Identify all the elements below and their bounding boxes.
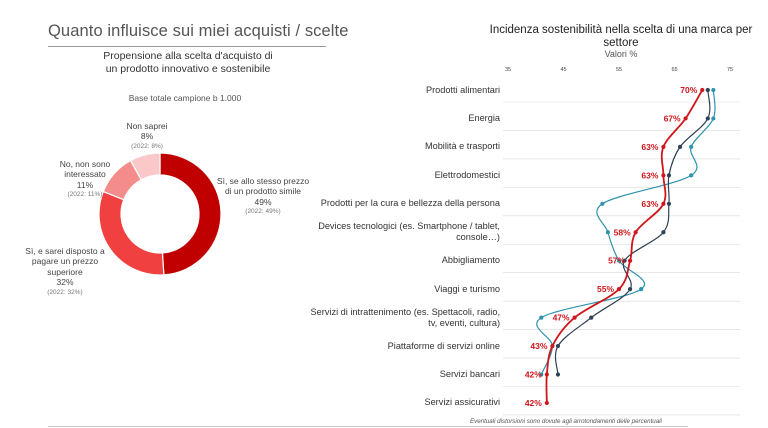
- category-label: Devices tecnologici (es. Smartphone / ta…: [318, 221, 500, 243]
- series-point-1: [661, 230, 666, 235]
- page-title: Quanto influisce sui miei acquisti / sce…: [48, 22, 349, 40]
- series-point-1: [677, 144, 683, 149]
- category-label: Piattaforme di servizi online: [387, 340, 500, 351]
- series-point-1: [628, 287, 633, 292]
- series-point-0: [550, 343, 555, 349]
- slice-value: 32%: [56, 277, 74, 288]
- series-point-0: [628, 258, 633, 263]
- data-label: 63%: [641, 199, 658, 209]
- data-label: 55%: [597, 284, 614, 294]
- category-label: Abbigliamento: [441, 255, 500, 266]
- donut-title: Propensione alla scelta d'acquisto di un…: [103, 50, 273, 75]
- category-label: Viaggi e turismo: [434, 283, 500, 294]
- series-point-0: [661, 173, 666, 178]
- data-label: 63%: [641, 170, 658, 180]
- slice-value: 11%: [76, 179, 94, 190]
- series-point-0: [616, 287, 622, 292]
- series-point-2: [689, 144, 694, 149]
- line-chart-title: Incidenza sostenibilità nella scelta di …: [489, 24, 753, 49]
- slice-prev-value: (2022: 49%): [245, 208, 281, 216]
- x-tick-label: 55: [616, 67, 622, 73]
- series-point-0: [572, 315, 577, 320]
- slice-label-text: No, non sono interessato: [59, 159, 111, 180]
- data-label: 58%: [614, 227, 631, 237]
- series-line-0: [545, 89, 704, 403]
- series-point-2: [616, 258, 622, 263]
- series-point-0: [661, 144, 666, 149]
- x-tick-label: 35: [505, 67, 511, 73]
- category-label: Prodotti per la cura e bellezza della pe…: [320, 198, 500, 209]
- data-label: 63%: [641, 142, 658, 152]
- category-label: Servizi di intrattenimento (es. Spettaco…: [310, 306, 500, 328]
- slice-label-3: Non saprei 8% (2022: 8%): [116, 121, 178, 151]
- series-point-0: [700, 87, 705, 93]
- category-label: Servizi assicurativi: [424, 397, 500, 408]
- slice-prev-value: (2022: 32%): [47, 288, 83, 296]
- donut-slice-3: [129, 152, 161, 181]
- series-point-1: [666, 173, 672, 178]
- series-point-1: [705, 116, 710, 121]
- slice-label-text: Non saprei: [126, 121, 168, 131]
- series-point-2: [605, 230, 611, 235]
- series-point-0: [544, 372, 549, 377]
- series-point-2: [711, 116, 716, 121]
- slice-label-2: No, non sono interessato 11% (2022: 11%): [52, 159, 118, 199]
- series-point-1: [666, 201, 672, 206]
- series-point-1: [705, 87, 710, 93]
- x-tick-label: 65: [671, 67, 677, 73]
- series-point-1: [622, 258, 627, 263]
- bottom-divider: [48, 426, 688, 427]
- data-label: 42%: [525, 398, 542, 408]
- series-point-2: [600, 201, 605, 206]
- slice-label-1: Sì, e sarei disposto a pagare un prezzo …: [20, 246, 110, 297]
- category-label: Elettrodomestici: [434, 169, 500, 180]
- x-tick-label: 45: [560, 67, 566, 73]
- donut-slice-0: [159, 152, 222, 276]
- series-point-2: [711, 87, 716, 93]
- data-label: 47%: [553, 313, 570, 323]
- data-label: 57%: [608, 256, 625, 266]
- slice-value: 49%: [254, 196, 272, 207]
- slice-prev-value: (2022: 8%): [131, 142, 163, 150]
- data-label: 43%: [530, 341, 547, 351]
- slice-label-text: Sì, se allo stesso prezzo di un prodotto…: [216, 176, 310, 197]
- data-label: 70%: [680, 85, 697, 95]
- category-label: Mobilità e trasporti: [424, 141, 500, 152]
- line-chart-subtitle: Valori %: [604, 49, 638, 59]
- series-point-0: [633, 230, 638, 235]
- series-point-2: [539, 372, 544, 377]
- series-point-0: [661, 201, 666, 206]
- category-label: Energia: [468, 112, 500, 123]
- series-point-1: [589, 315, 594, 320]
- category-label: Prodotti alimentari: [425, 84, 500, 95]
- title-divider: [48, 46, 326, 47]
- series-point-1: [555, 372, 561, 377]
- donut-subtitle: Base totale campione b 1.000: [128, 93, 242, 103]
- slice-prev-value: (2022: 11%): [67, 191, 103, 199]
- data-label: 67%: [664, 113, 681, 123]
- series-point-2: [639, 287, 644, 292]
- series-point-0: [544, 400, 549, 406]
- x-tick-label: 75: [727, 67, 733, 73]
- data-label: 42%: [525, 370, 542, 380]
- slice-label-text: Sì, e sarei disposto a pagare un prezzo …: [25, 246, 105, 277]
- series-point-1: [555, 343, 561, 349]
- category-label: Servizi bancari: [439, 369, 500, 379]
- series-point-0: [683, 116, 688, 121]
- series-point-2: [689, 173, 694, 178]
- slice-label-0: Sì, se allo stesso prezzo di un prodotto…: [216, 176, 310, 216]
- footnote: Eventuali distorsioni sono dovute agli a…: [470, 418, 662, 425]
- series-line-1: [554, 89, 711, 375]
- slice-value: 8%: [140, 131, 154, 142]
- series-point-2: [539, 315, 544, 320]
